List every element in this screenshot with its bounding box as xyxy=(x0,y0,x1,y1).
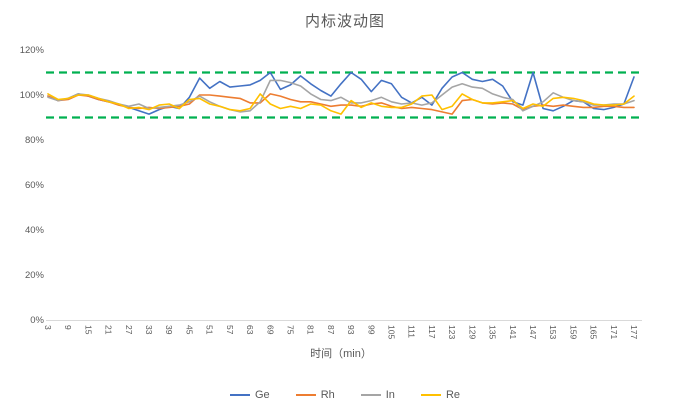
x-tick-label: 45 xyxy=(184,325,194,335)
y-tick-label: 20% xyxy=(25,270,45,281)
x-tick-label: 93 xyxy=(346,325,356,335)
x-tick-label: 165 xyxy=(589,325,599,339)
legend-item-Rh: Rh xyxy=(295,389,335,401)
legend-swatch-Re xyxy=(420,394,441,396)
legend-swatch-In xyxy=(360,394,381,396)
series-line-Re xyxy=(47,93,635,115)
legend-item-Re: Re xyxy=(420,389,460,401)
x-tick-label: 9 xyxy=(63,325,73,330)
legend-swatch-Rh xyxy=(295,394,316,396)
x-tick-label: 117 xyxy=(427,325,437,339)
y-tick-label: 60% xyxy=(25,180,45,191)
x-tick-label: 15 xyxy=(83,325,93,335)
legend-item-Ge: Ge xyxy=(230,389,270,401)
x-tick-label: 171 xyxy=(609,325,619,339)
legend-label: In xyxy=(385,389,395,401)
x-tick-label: 177 xyxy=(629,325,639,339)
legend-label: Ge xyxy=(255,389,270,401)
x-tick-label: 69 xyxy=(265,325,275,335)
x-tick-label: 33 xyxy=(144,325,154,335)
x-tick-label: 39 xyxy=(164,325,174,335)
y-tick-label: 100% xyxy=(20,90,45,101)
x-tick-label: 27 xyxy=(124,325,134,335)
x-tick-label: 63 xyxy=(245,325,255,335)
legend: Ge Rh In Re xyxy=(0,389,690,401)
y-tick-label: 0% xyxy=(30,315,44,326)
x-tick-label: 123 xyxy=(447,325,457,339)
x-tick-label: 141 xyxy=(508,325,518,339)
x-tick-label: 159 xyxy=(568,325,578,339)
y-tick-label: 120% xyxy=(20,45,45,56)
legend-label: Rh xyxy=(320,389,335,401)
x-tick-label: 75 xyxy=(285,325,295,335)
x-tick-label: 21 xyxy=(104,325,114,335)
legend-swatch-Ge xyxy=(230,394,250,396)
x-tick-label: 3 xyxy=(43,325,53,330)
y-tick-label: 40% xyxy=(25,225,45,236)
x-tick-label: 147 xyxy=(528,325,538,339)
x-tick-label: 87 xyxy=(326,325,336,335)
x-tick-label: 129 xyxy=(467,325,477,339)
x-tick-label: 81 xyxy=(306,325,316,335)
x-tick-label: 51 xyxy=(205,325,215,335)
x-tick-label: 153 xyxy=(548,325,558,339)
x-tick-label: 99 xyxy=(366,325,376,335)
x-axis-title: 时间（min） xyxy=(310,348,372,360)
chart-title: 内标波动图 xyxy=(304,13,385,30)
series-line-Ge xyxy=(47,71,635,115)
x-tick-label: 111 xyxy=(407,325,417,338)
x-tick-label: 105 xyxy=(387,325,397,339)
x-tick-label: 57 xyxy=(225,325,235,335)
legend-label: Re xyxy=(445,389,460,401)
x-tick-label: 135 xyxy=(488,325,498,339)
y-tick-label: 80% xyxy=(25,135,45,146)
legend-item-In: In xyxy=(360,389,395,401)
